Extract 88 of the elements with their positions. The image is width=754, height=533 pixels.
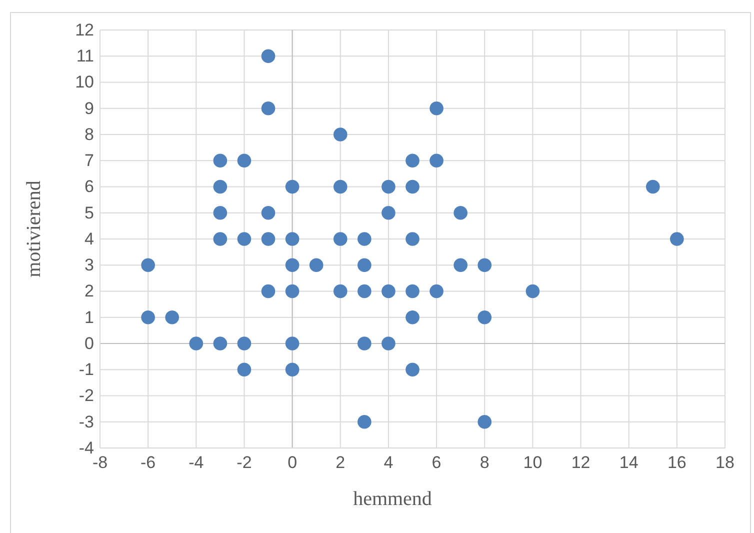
x-tick-label: 14	[619, 453, 638, 472]
point	[285, 336, 300, 350]
point	[646, 180, 660, 194]
point	[454, 258, 468, 272]
point	[406, 180, 420, 194]
point	[358, 414, 372, 429]
point	[333, 128, 348, 142]
point	[309, 258, 324, 272]
point	[406, 232, 420, 246]
point	[430, 101, 444, 116]
point	[213, 180, 228, 194]
point	[478, 258, 492, 272]
x-tick-label: 16	[667, 453, 686, 472]
point	[165, 310, 180, 324]
point	[261, 284, 276, 298]
point	[237, 362, 252, 377]
y-tick-label: 12	[75, 20, 94, 40]
point	[406, 284, 420, 298]
point	[478, 414, 492, 429]
x-tick-label: -2	[236, 453, 252, 472]
x-tick-label: 8	[480, 453, 490, 472]
point	[358, 336, 372, 350]
point	[333, 180, 348, 194]
y-tick-label: -2	[78, 386, 94, 406]
x-tick-label: -8	[92, 453, 108, 472]
point	[261, 49, 276, 64]
x-tick-label: 4	[384, 453, 394, 472]
point	[333, 284, 348, 298]
y-tick-label: 3	[84, 256, 94, 275]
point	[261, 232, 276, 246]
y-tick-label: -4	[78, 438, 94, 458]
y-tick-label: 4	[84, 229, 94, 248]
point	[358, 258, 372, 272]
point	[141, 258, 155, 272]
point	[237, 154, 252, 168]
point	[261, 206, 276, 220]
point	[333, 232, 348, 246]
y-tick-label: 2	[84, 282, 94, 301]
y-tick-label: 11	[76, 46, 94, 66]
y-tick-label: -1	[78, 360, 94, 380]
point	[358, 232, 372, 246]
x-tick-label: -6	[140, 453, 156, 472]
point	[285, 232, 300, 246]
y-tick-label: 9	[84, 98, 94, 118]
y-tick-label: 0	[84, 334, 94, 353]
point	[406, 310, 420, 324]
point	[406, 362, 420, 377]
point	[285, 362, 300, 377]
point	[526, 284, 540, 298]
point	[430, 154, 444, 168]
point	[430, 284, 444, 298]
point	[382, 180, 396, 194]
point	[237, 336, 252, 350]
point	[382, 284, 396, 298]
point	[406, 154, 420, 168]
point	[189, 336, 204, 350]
point	[141, 310, 155, 324]
point	[213, 336, 228, 350]
y-tick-label: 10	[75, 72, 94, 92]
point	[478, 310, 492, 324]
y-tick-label: -3	[78, 412, 94, 432]
point	[285, 258, 300, 272]
point	[285, 180, 300, 194]
y-tick-label: 6	[84, 177, 94, 196]
x-tick-label: -4	[188, 453, 204, 472]
point	[454, 206, 468, 220]
y-tick-label: 8	[84, 124, 94, 144]
point	[261, 101, 276, 116]
y-axis-title: motivierend	[23, 180, 45, 278]
x-tick-label: 0	[288, 453, 298, 472]
point	[213, 206, 228, 220]
y-tick-label: 1	[84, 308, 94, 327]
point	[237, 232, 252, 246]
y-tick-label: 5	[84, 203, 94, 222]
point	[358, 284, 372, 298]
x-tick-label: 10	[523, 453, 542, 472]
point	[213, 154, 228, 168]
point	[670, 232, 684, 246]
x-tick-label: 12	[571, 453, 590, 472]
x-axis-title: hemmend	[353, 488, 432, 510]
x-tick-label: 2	[336, 453, 346, 472]
point	[213, 232, 228, 246]
y-tick-label: 7	[84, 151, 94, 170]
point	[382, 206, 396, 220]
point	[382, 336, 396, 350]
point	[285, 284, 300, 298]
x-tick-label: 18	[716, 453, 734, 472]
x-tick-label: 6	[432, 453, 442, 472]
